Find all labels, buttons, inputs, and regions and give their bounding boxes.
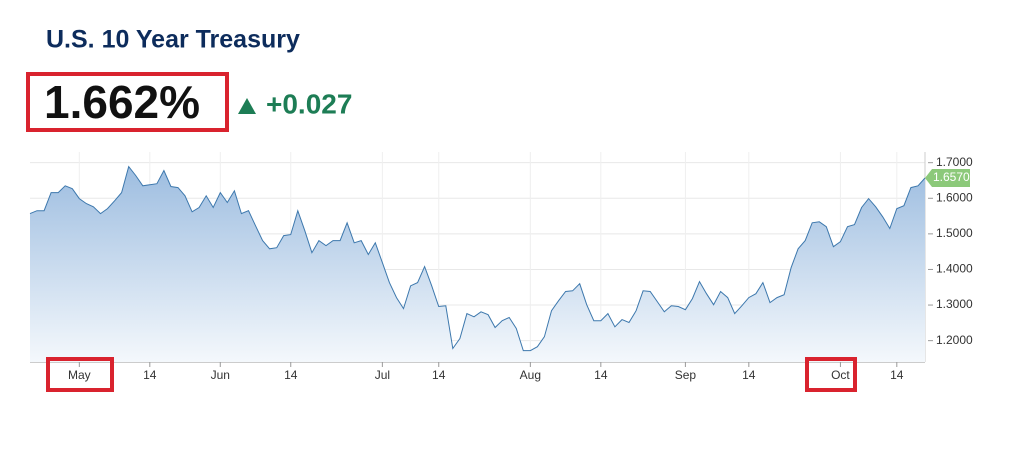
x-tick-label: Jun xyxy=(211,368,230,382)
y-tick-label: 1.3000 xyxy=(936,297,973,311)
area xyxy=(30,166,925,362)
x-tick-label: 14 xyxy=(432,368,446,382)
x-tick-label: Aug xyxy=(520,368,541,382)
last-value-tag xyxy=(925,168,970,187)
x-tick-label: Jul xyxy=(375,368,390,382)
price: 1.662% xyxy=(44,76,200,128)
x-tick-label: Oct xyxy=(831,368,850,382)
highlight-box xyxy=(46,357,114,392)
x-tick-label: 14 xyxy=(890,368,904,382)
x-tick-label: 14 xyxy=(594,368,608,382)
x-tick-label: 14 xyxy=(742,368,756,382)
up-arrow xyxy=(238,98,256,114)
y-tick-label: 1.2000 xyxy=(936,333,973,347)
x-tick-label: 14 xyxy=(284,368,298,382)
plot: 1.2000 1.3000 1.4000 1.5000 1.6000 1.7000 May 1… xyxy=(29,152,973,382)
y-tick-label: 1.7000 xyxy=(936,155,973,169)
y-tick-label: 1.4000 xyxy=(936,262,973,276)
change: +0.027 xyxy=(266,88,352,119)
x-tick-label: May xyxy=(68,368,91,382)
highlight-box xyxy=(26,72,229,132)
y-tick-label: 1.6000 xyxy=(936,190,973,204)
line xyxy=(29,165,926,352)
x-tick-label: Sep xyxy=(675,368,697,382)
highlight-box xyxy=(805,357,857,392)
last-value-label: 1.6570 xyxy=(933,170,970,184)
x-tick-label: 14 xyxy=(143,368,157,382)
title: U.S. 10 Year Treasury xyxy=(46,26,300,54)
y-tick-label: 1.5000 xyxy=(936,226,973,240)
